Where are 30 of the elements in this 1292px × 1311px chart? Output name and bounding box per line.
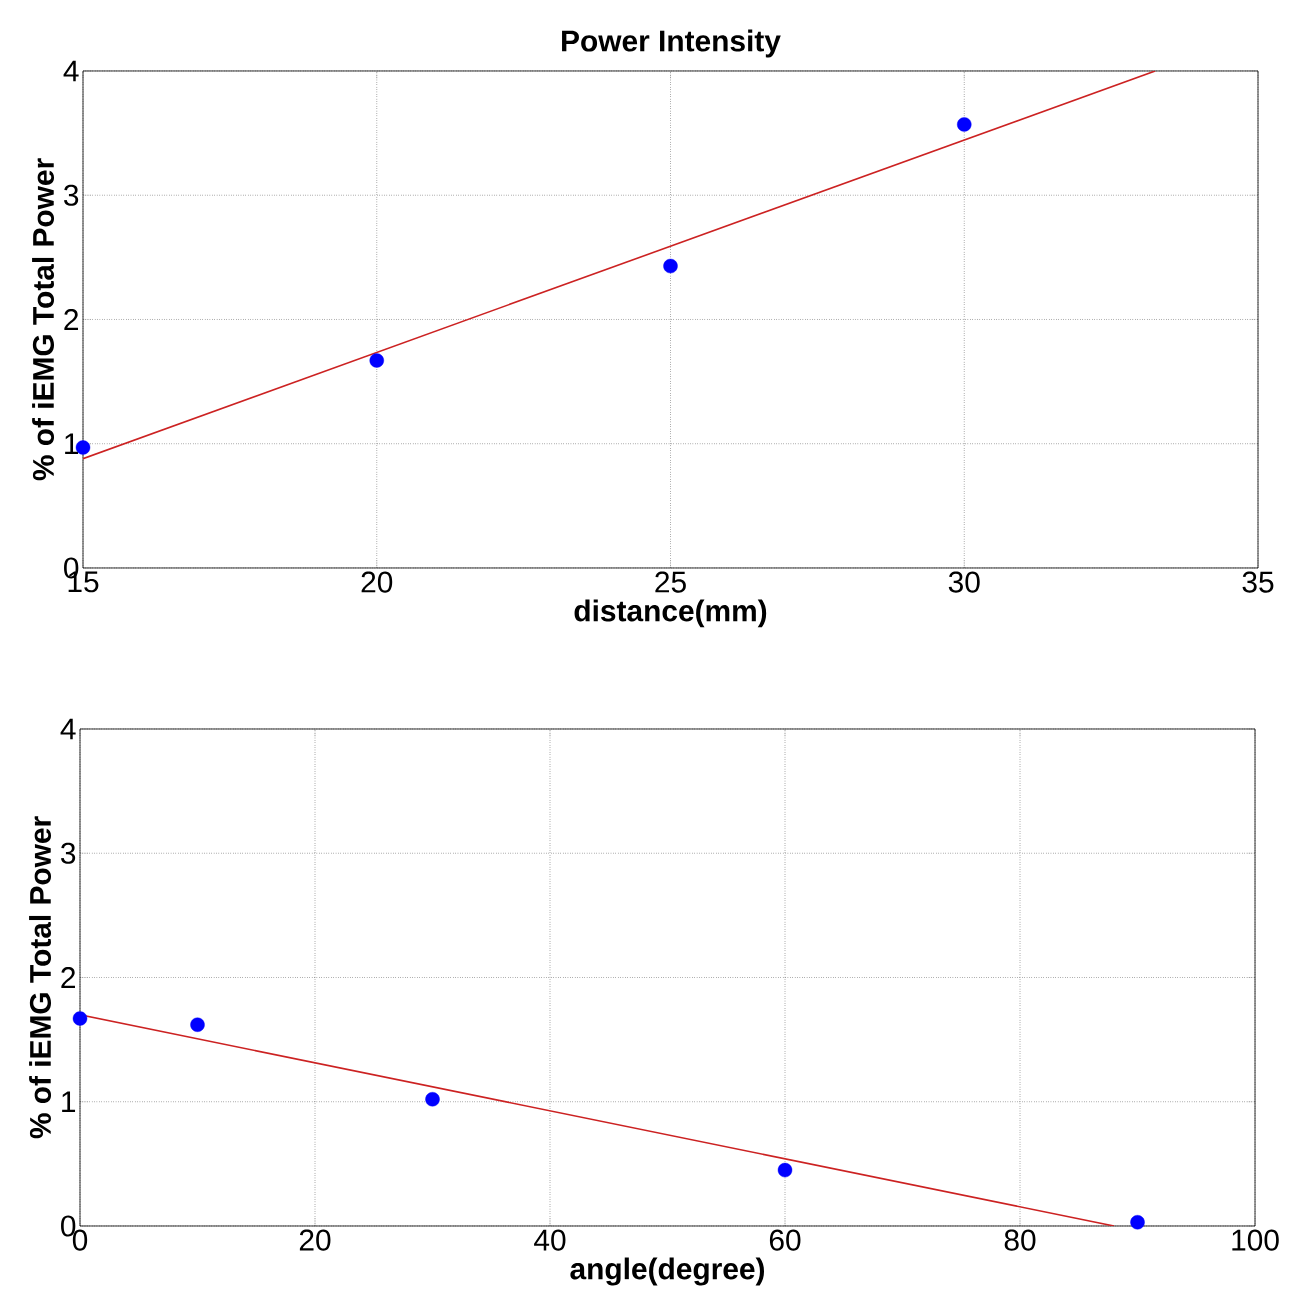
y-tick-label: 2	[61, 967, 75, 988]
point	[72, 1011, 88, 1026]
x-axis-title: distance(mm)	[574, 599, 767, 628]
y-tick-label: 1	[62, 1091, 76, 1113]
y-axis-title: % of iEMG Total Power	[32, 158, 55, 481]
x-axis-title: angle(degree)	[570, 1257, 765, 1286]
x-tick-label: 35	[1242, 571, 1274, 593]
y-tick-label: 3	[64, 184, 79, 206]
y-tick-label: 2	[64, 309, 78, 330]
point	[957, 117, 972, 132]
y-tick-label: 1	[65, 433, 79, 455]
x-tick-label: 80	[1004, 1229, 1036, 1251]
x-tick-label: 25	[655, 571, 686, 593]
point	[190, 1017, 205, 1032]
x-tick-label: 30	[948, 571, 980, 593]
point	[425, 1092, 440, 1107]
point	[663, 258, 678, 274]
chart-title: Power Intensity	[562, 29, 781, 58]
x-tick-label: 60	[769, 1229, 801, 1251]
y-axis-title: % of iEMG Total Power	[29, 816, 52, 1139]
x-tick-label: 20	[361, 571, 393, 593]
y-tick-label: 4	[63, 60, 79, 82]
x-tick-label: 20	[299, 1229, 331, 1251]
point	[369, 353, 384, 368]
x-tick-label: 40	[534, 1229, 566, 1251]
x-tick-label: 100	[1232, 1229, 1279, 1251]
y-tick-label: 4	[60, 718, 76, 740]
y-tick-label: 3	[61, 842, 76, 864]
point	[777, 1162, 793, 1178]
point	[1130, 1215, 1145, 1230]
